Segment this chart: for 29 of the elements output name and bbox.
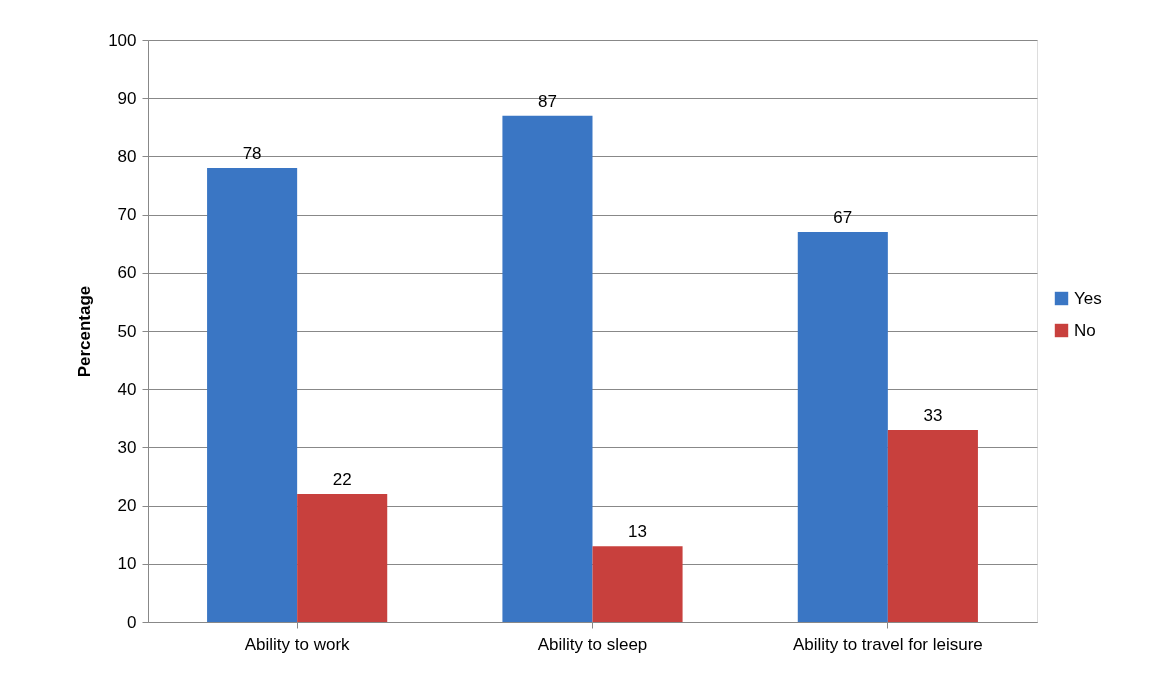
y-tick-label: 60 xyxy=(117,263,137,283)
data-label: 13 xyxy=(628,522,647,542)
y-tick-label: 50 xyxy=(117,321,137,341)
bar xyxy=(297,493,388,622)
bar xyxy=(797,232,888,622)
y-tick-label: 70 xyxy=(117,205,137,225)
x-tick-label: Ability to work xyxy=(244,634,351,654)
legend-label: No xyxy=(1074,320,1096,340)
x-tick-label: Ability to sleep xyxy=(537,634,648,654)
y-tick-label: 40 xyxy=(117,379,137,399)
y-axis-title: Percentage xyxy=(75,285,95,378)
x-tick-label: Ability to travel for leisure xyxy=(792,634,983,654)
legend-label: Yes xyxy=(1074,288,1102,308)
y-tick-label: 30 xyxy=(117,437,137,457)
data-label: 87 xyxy=(538,91,557,111)
y-tick-label: 90 xyxy=(117,88,137,108)
bar xyxy=(887,429,978,622)
bar xyxy=(207,168,298,622)
bar xyxy=(592,546,683,622)
data-label: 22 xyxy=(332,469,352,489)
y-tick-label: 0 xyxy=(127,612,137,632)
y-tick-label: 10 xyxy=(117,554,137,574)
data-label: 78 xyxy=(242,144,262,164)
y-tick-label: 80 xyxy=(117,146,137,166)
data-label: 33 xyxy=(923,405,943,425)
bar xyxy=(502,115,593,622)
y-tick-label: 20 xyxy=(117,496,137,516)
y-tick-label: 100 xyxy=(108,30,137,50)
data-label: 67 xyxy=(833,208,853,228)
